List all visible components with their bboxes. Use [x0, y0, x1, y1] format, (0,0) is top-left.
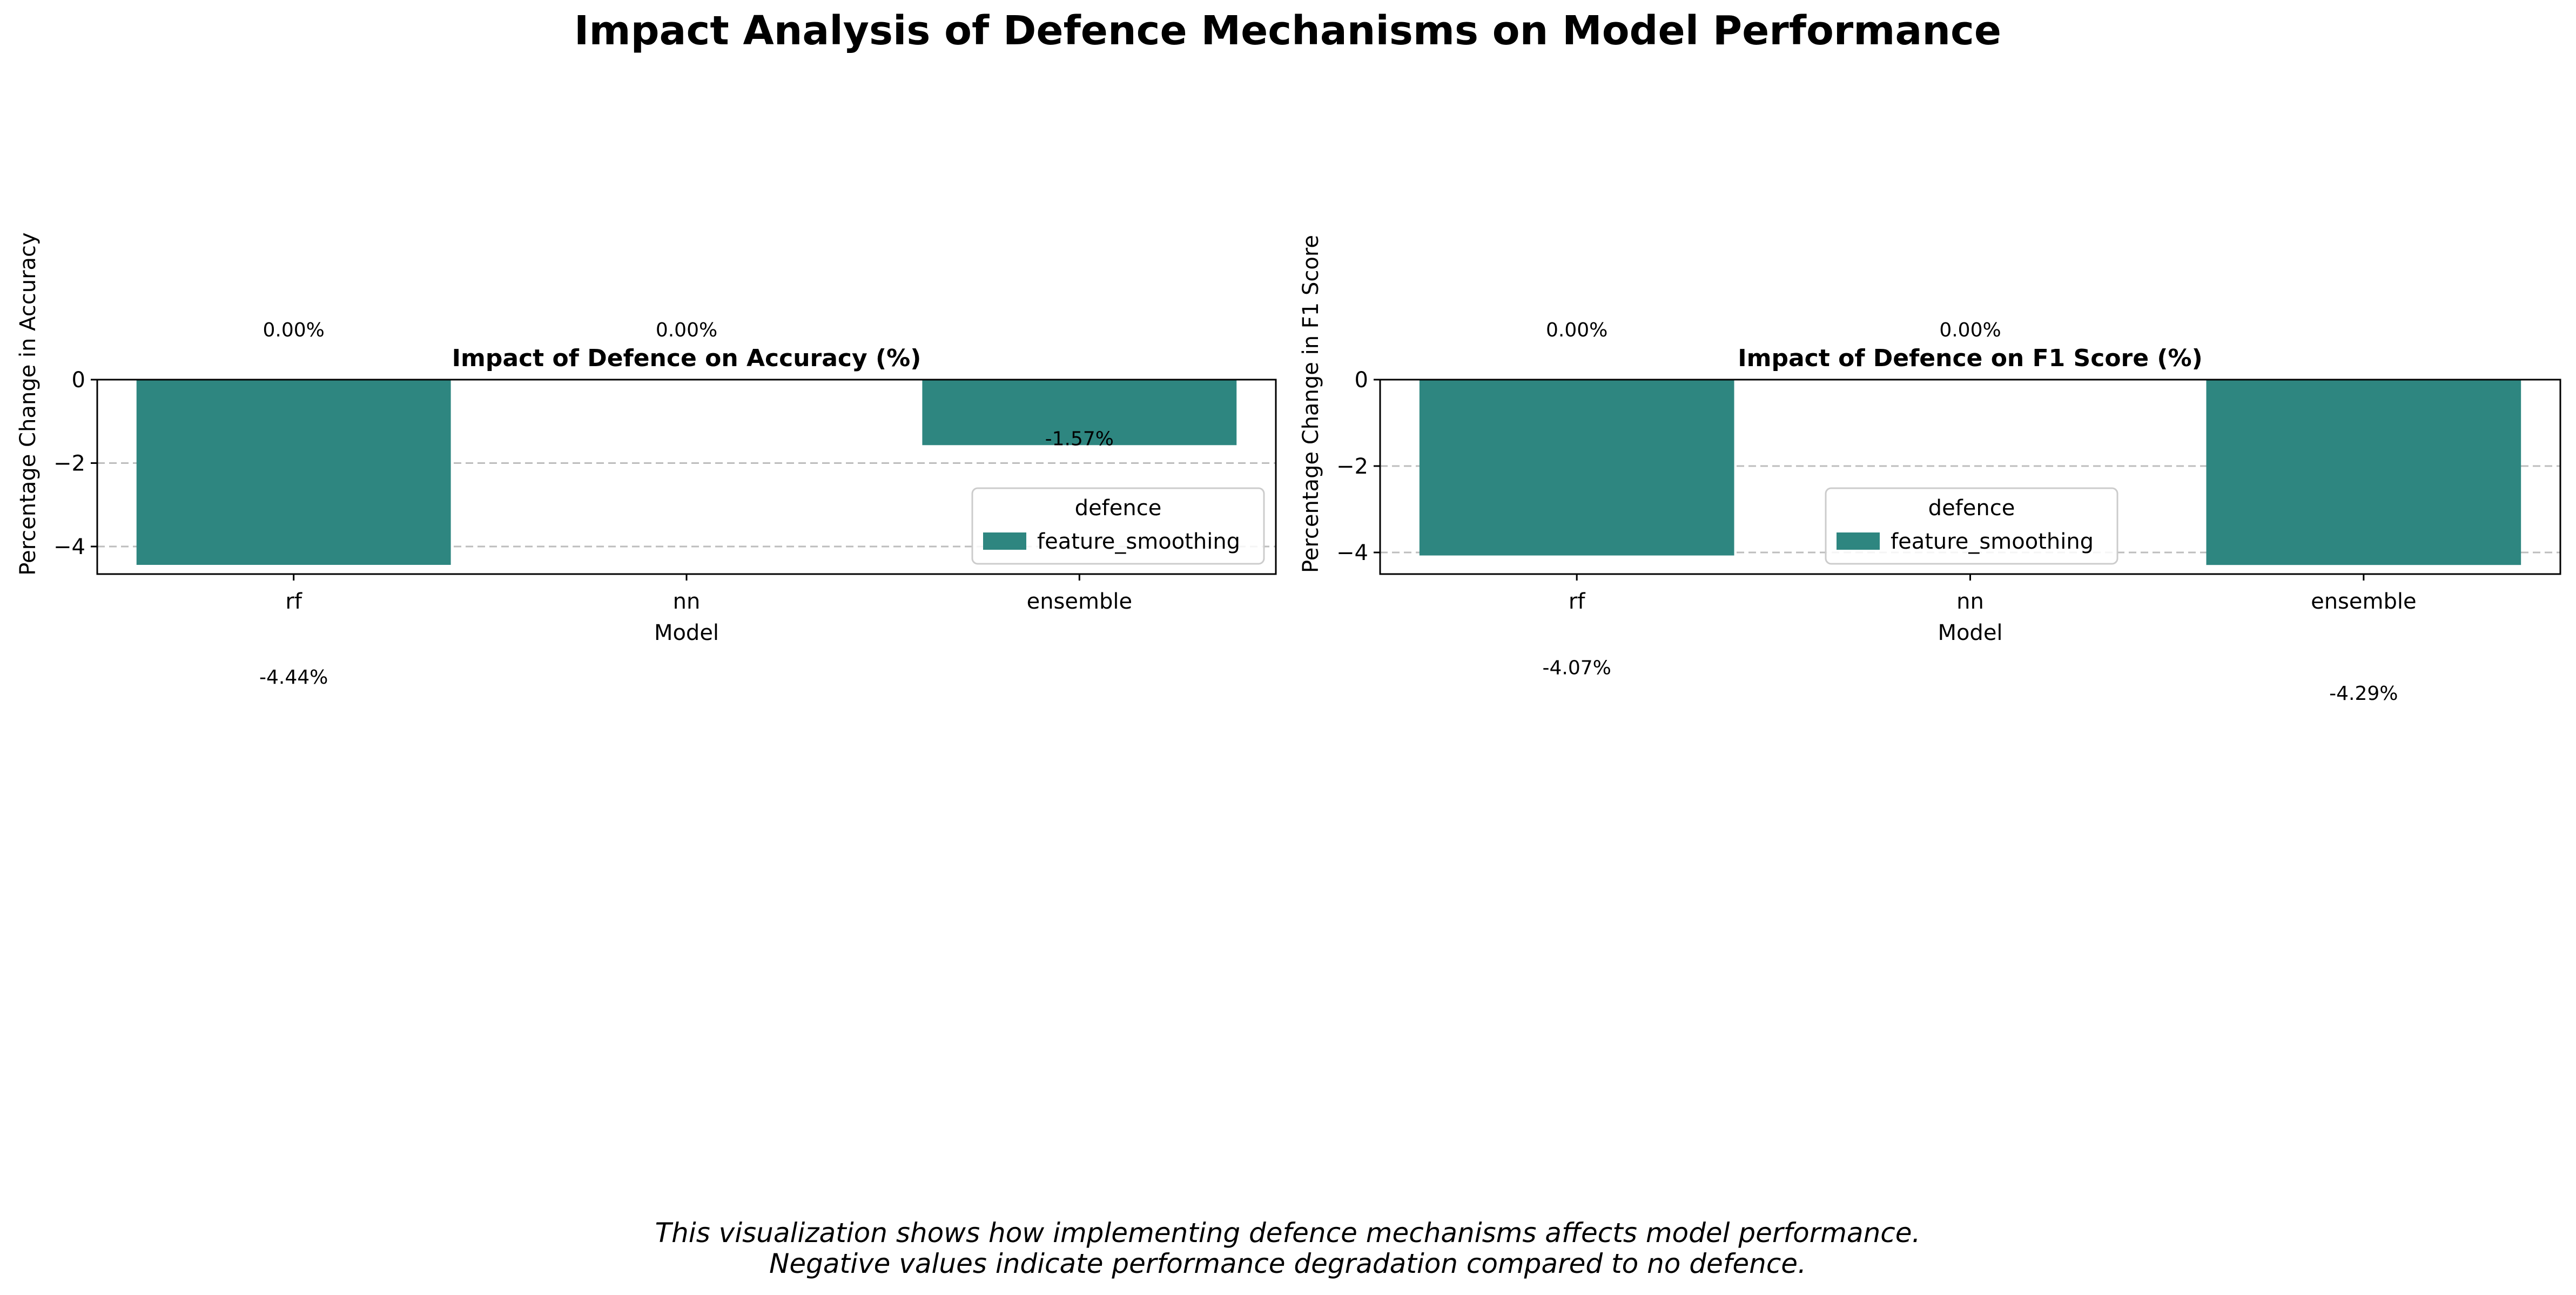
zero-label: 0.00%	[1939, 319, 2001, 341]
data-label-rf: -4.07%	[1542, 657, 1611, 679]
x-tick-label-nn: nn	[1956, 589, 1984, 614]
x-axis-label: Model	[1938, 620, 2002, 645]
legend-title: defence	[1075, 496, 1162, 521]
data-label-rf: -4.44%	[259, 666, 328, 689]
y-axis-label: Percentage Change in Accuracy	[16, 232, 41, 575]
chart-panels: 0 −2 −4 rf nn ensemble Model Percentage Change …	[16, 232, 2561, 705]
y-tick-label: −4	[1336, 541, 1368, 565]
figure-title: Impact Analysis of Defence Mechanisms on…	[574, 8, 2001, 54]
caption-line-1: This visualization shows how implementin…	[655, 1217, 1921, 1249]
subplot-title: Impact of Defence on F1 Score (%)	[1738, 345, 2202, 372]
y-tick-label: 0	[1355, 368, 1368, 393]
legend-label: feature_smoothing	[1891, 529, 2094, 554]
x-tick-label-nn: nn	[673, 589, 701, 614]
y-tick-label: −2	[1336, 454, 1368, 479]
y-axis-label: Percentage Change in F1 Score	[1299, 235, 1323, 573]
subplot-title: Impact of Defence on Accuracy (%)	[452, 345, 922, 372]
legend: defence feature_smoothing	[1825, 487, 2118, 565]
data-label-ensemble: -1.57%	[1045, 428, 1114, 450]
bar-ensemble	[2206, 380, 2521, 565]
bar-rf	[1419, 380, 1734, 556]
x-tick-label-rf: rf	[1569, 589, 1585, 614]
legend-swatch	[983, 532, 1026, 550]
bar-rf	[136, 380, 451, 565]
legend: defence feature_smoothing	[971, 487, 1265, 565]
zero-label: 0.00%	[656, 319, 717, 341]
y-tick-label: −2	[53, 451, 85, 476]
chart-panel-2: 0 −2 −4 rf nn ensemble Model Percentage Change …	[1299, 235, 2561, 705]
bar-ensemble	[922, 380, 1237, 446]
y-tick-label: 0	[72, 368, 85, 393]
caption-line-2: Negative values indicate performance deg…	[769, 1248, 1806, 1279]
zero-label: 0.00%	[1546, 319, 1608, 341]
legend-box	[1825, 487, 2118, 565]
data-label-ensemble: -4.29%	[2329, 683, 2398, 705]
legend-title: defence	[1928, 496, 2015, 521]
chart-panel-1: 0 −2 −4 rf nn ensemble Model Percentage Change …	[16, 232, 1277, 689]
x-tick-label-ensemble: ensemble	[1027, 589, 1133, 614]
x-tick-label-ensemble: ensemble	[2311, 589, 2417, 614]
x-tick-label-rf: rf	[285, 589, 302, 614]
y-tick-label: −4	[53, 535, 85, 559]
legend-label: feature_smoothing	[1037, 529, 1240, 554]
legend-box	[971, 487, 1265, 565]
zero-label: 0.00%	[263, 319, 324, 341]
legend-swatch	[1837, 532, 1880, 550]
x-axis-label: Model	[654, 620, 719, 645]
